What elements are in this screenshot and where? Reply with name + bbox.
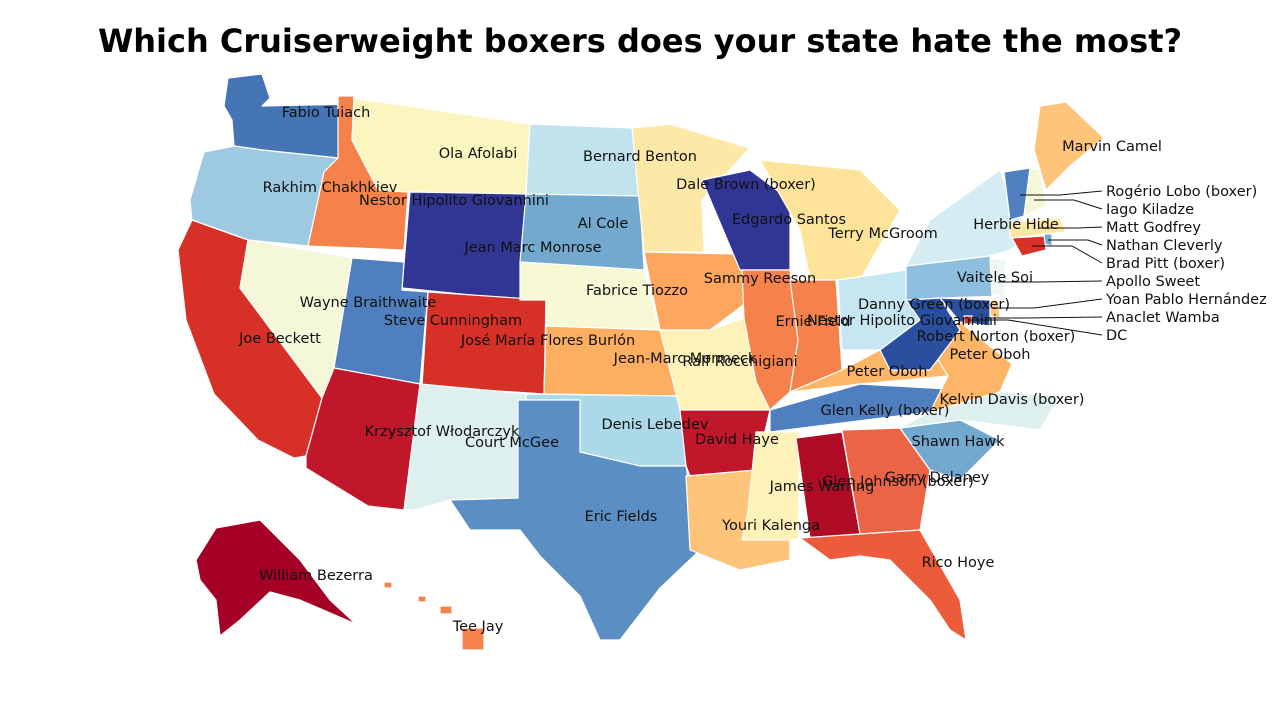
state-label-wy: Jean Marc Monrose xyxy=(463,240,601,256)
state-label-az: Krzysztof Włodarczyk xyxy=(365,424,520,440)
state-label-sd: Al Cole xyxy=(578,216,629,232)
state-label-ca: Joe Beckett xyxy=(238,331,321,347)
state-label-me: Marvin Camel xyxy=(1062,139,1162,155)
state-label-ar: David Haye xyxy=(695,432,779,448)
callout-leader-line xyxy=(1032,245,1103,264)
callout-label: Yoan Pablo Hernández xyxy=(1105,292,1267,308)
state-label-ia: Sammy Reeson xyxy=(704,271,816,287)
callout-label: Nathan Cleverly xyxy=(1106,238,1223,254)
state-label-ak: William Bezerra xyxy=(259,568,373,584)
state-label-wv: Robert Norton (boxer) xyxy=(917,329,1076,345)
state-ms xyxy=(741,431,801,541)
state-md xyxy=(939,297,991,327)
state-ga xyxy=(841,427,931,535)
callout-label: Brad Pitt (boxer) xyxy=(1106,256,1225,272)
state-label-ok: Denis Lebedev xyxy=(601,417,708,433)
state-label-mi: Terry McGroom xyxy=(827,226,937,242)
state-wi xyxy=(701,169,791,271)
state-label-pa: Vaitele Soi xyxy=(957,270,1033,286)
state-label-nv: Wayne Braithwaite xyxy=(300,295,437,311)
state-label-ky: Peter Oboh xyxy=(846,364,927,380)
state-ct xyxy=(1011,235,1047,257)
state-label-al: Glen Johnson (boxer) xyxy=(822,474,974,490)
callout-leader-line xyxy=(998,280,1103,283)
state-label-ut: Steve Cunningham xyxy=(384,313,522,329)
state-label-wa: Fabio Tuiach xyxy=(282,105,371,121)
callout-leader-line xyxy=(1038,226,1103,229)
state-label-mt: Ola Afolabi xyxy=(439,146,517,162)
state-label-nm: Court McGee xyxy=(465,435,559,451)
state-ia xyxy=(643,251,751,331)
callout-leader-line xyxy=(1020,190,1103,196)
state-label-nd: Bernard Benton xyxy=(583,149,697,165)
state-nh xyxy=(1023,167,1047,217)
state-label-id: Nestor Hipolito Giovannini xyxy=(359,193,549,209)
state-label-tn: Glen Kelly (boxer) xyxy=(821,403,950,419)
state-ak xyxy=(195,519,357,637)
state-label-ne: Fabrice Tiozzo xyxy=(586,283,688,299)
callout-label: Anaclet Wamba xyxy=(1106,310,1220,326)
state-label-ny: Herbie Hide xyxy=(973,217,1059,233)
state-label-ms: James Warring xyxy=(769,479,875,495)
state-label-in: Nestor Hipolito Giovannini xyxy=(807,313,997,329)
callout-leader-line xyxy=(1034,199,1103,210)
state-label-wi: Edgardo Santos xyxy=(732,212,846,228)
page-title: Which Cruiserweight boxers does your sta… xyxy=(97,22,1183,60)
state-label-va: Peter Oboh xyxy=(949,347,1030,363)
state-label-ks: Jean-Marc Mormeck xyxy=(613,351,757,367)
state-label-hi: Tee Jay xyxy=(452,619,504,635)
state-label-co: José María Flores Burlón xyxy=(460,333,635,349)
state-label-mo: Ralf Rocchigiani xyxy=(682,354,797,370)
state-nj xyxy=(989,257,1007,297)
callout-label: Rogério Lobo (boxer) xyxy=(1106,184,1257,200)
state-label-oh: Danny Green (boxer) xyxy=(858,297,1010,313)
callout-label: DC xyxy=(1106,328,1127,344)
callout-label: Matt Godfrey xyxy=(1106,220,1201,236)
state-me xyxy=(1033,101,1105,191)
state-label-mn: Dale Brown (boxer) xyxy=(676,177,816,193)
callout-leader-line xyxy=(968,319,1103,336)
state-label-nc: Kelvin Davis (boxer) xyxy=(940,392,1085,408)
state-label-fl: Rico Hoye xyxy=(922,555,995,571)
state-label-sc: Shawn Hawk xyxy=(912,434,1006,450)
state-fl xyxy=(799,529,967,641)
state-label-il: Ernie Field xyxy=(775,314,850,330)
state-tx xyxy=(449,399,701,641)
callout-leader-line xyxy=(994,298,1103,309)
state-label-or: Rakhim Chakhkiev xyxy=(263,180,398,196)
state-label-tx: Eric Fields xyxy=(585,509,658,525)
callout-label: Iago Kiladze xyxy=(1106,202,1194,218)
callout-leader-line xyxy=(985,316,1103,319)
state-wv xyxy=(879,297,961,371)
state-hi xyxy=(383,581,485,651)
state-label-la: Youri Kalenga xyxy=(721,518,820,534)
state-label-ga: Garry Delaney xyxy=(885,470,990,486)
callout-leader-line xyxy=(1048,239,1103,246)
callout-label: Apollo Sweet xyxy=(1106,274,1200,290)
